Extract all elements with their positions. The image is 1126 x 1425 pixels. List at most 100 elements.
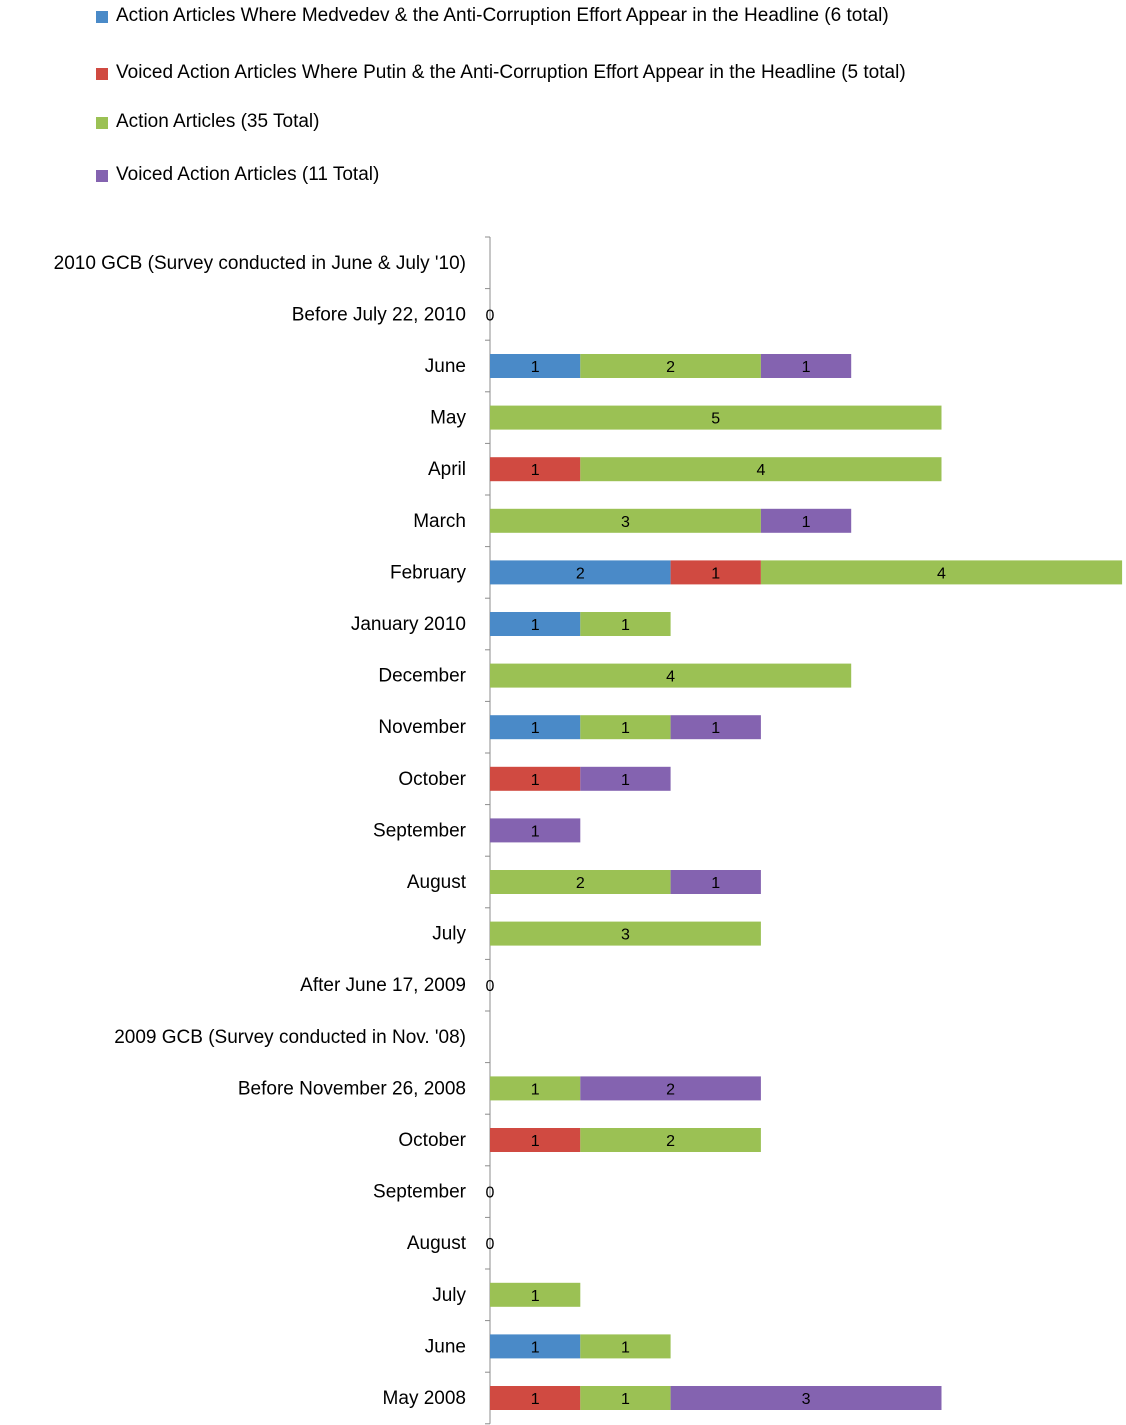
value-label-action-22: 1	[621, 1391, 630, 1408]
bar-action-5	[490, 508, 761, 533]
bar-medvedev-7	[490, 612, 581, 636]
legend-swatch-voiced	[96, 170, 108, 182]
bar-action-17	[580, 1128, 761, 1152]
bar-action-9	[580, 715, 671, 740]
value-label-action-17: 2	[666, 1133, 675, 1150]
value-label-action-2: 2	[666, 359, 675, 376]
category-label-0: 2010 GCB (Survey conducted in June & Jul…	[54, 253, 466, 274]
bar-action-21	[580, 1334, 671, 1359]
bar-voiced-11	[490, 818, 581, 843]
value-label-action-6: 4	[937, 565, 946, 582]
legend-swatch-putin	[96, 68, 108, 80]
category-label-21: June	[425, 1336, 466, 1357]
bar-action-6	[760, 560, 1123, 585]
category-label-6: February	[390, 562, 467, 583]
bar-voiced-22	[670, 1386, 942, 1410]
bar-voiced-9	[670, 715, 761, 740]
value-label-action-20: 1	[531, 1288, 540, 1305]
category-label-8: December	[378, 666, 466, 687]
zero-label-3: 0	[486, 1236, 495, 1253]
value-label-action-5: 3	[621, 514, 630, 531]
value-label-voiced-9: 1	[711, 720, 720, 737]
bar-putin-6	[670, 560, 761, 585]
value-label-putin-4: 1	[531, 462, 540, 479]
legend-label-voiced: Voiced Action Articles (11 Total)	[116, 164, 380, 185]
value-label-putin-6: 1	[711, 565, 720, 582]
category-label-9: November	[378, 717, 466, 738]
bar-medvedev-9	[490, 715, 581, 740]
category-label-12: August	[407, 872, 467, 893]
value-label-putin-22: 1	[531, 1391, 540, 1408]
value-label-action-12: 2	[576, 875, 585, 892]
category-label-7: January 2010	[351, 614, 466, 635]
value-label-voiced-22: 3	[802, 1391, 811, 1408]
bar-action-22	[580, 1386, 671, 1410]
value-label-putin-10: 1	[531, 772, 540, 789]
value-label-medvedev-21: 1	[531, 1339, 540, 1356]
category-label-18: September	[373, 1182, 467, 1203]
category-label-17: October	[398, 1130, 466, 1151]
legend-label-medvedev: Action Articles Where Medvedev & the Ant…	[116, 5, 889, 26]
bar-voiced-10	[580, 766, 671, 791]
legend-swatch-action	[96, 117, 108, 129]
value-label-action-16: 1	[531, 1081, 540, 1098]
value-label-action-3: 5	[711, 411, 720, 428]
value-label-action-8: 4	[666, 669, 675, 686]
value-label-action-13: 3	[621, 927, 630, 944]
category-label-11: September	[373, 820, 467, 841]
bar-action-3	[490, 405, 942, 430]
value-label-action-4: 4	[756, 462, 765, 479]
zero-label-1: 0	[486, 978, 495, 995]
category-label-15: 2009 GCB (Survey conducted in Nov. '08)	[114, 1027, 466, 1048]
category-label-2: June	[425, 356, 466, 377]
bar-action-16	[490, 1076, 581, 1101]
category-label-16: Before November 26, 2008	[238, 1078, 466, 1099]
value-label-medvedev-7: 1	[531, 617, 540, 634]
bar-putin-22	[490, 1386, 581, 1410]
legend-label-action: Action Articles (35 Total)	[116, 111, 320, 132]
legend-swatch-medvedev	[96, 11, 108, 23]
bar-action-2	[580, 354, 761, 378]
category-label-14: After June 17, 2009	[300, 975, 466, 996]
bar-voiced-2	[760, 354, 852, 378]
value-label-medvedev-6: 2	[576, 565, 585, 582]
value-label-action-21: 1	[621, 1339, 630, 1356]
category-label-19: August	[407, 1233, 467, 1254]
bar-voiced-16	[580, 1076, 761, 1101]
bar-action-7	[580, 612, 671, 636]
category-label-20: July	[432, 1285, 466, 1306]
bar-action-20	[490, 1282, 581, 1307]
bar-medvedev-21	[490, 1334, 581, 1359]
value-label-action-9: 1	[621, 720, 630, 737]
bar-action-8	[490, 663, 852, 688]
bar-action-4	[580, 457, 942, 482]
category-label-13: July	[432, 924, 466, 945]
legend-label-putin: Voiced Action Articles Where Putin & the…	[116, 62, 906, 83]
value-label-medvedev-9: 1	[531, 720, 540, 737]
value-label-voiced-5: 1	[802, 514, 811, 531]
bar-action-12	[490, 870, 671, 894]
bar-voiced-12	[670, 870, 761, 894]
value-label-voiced-10: 1	[621, 772, 630, 789]
category-label-4: April	[428, 459, 466, 480]
category-label-10: October	[398, 769, 466, 790]
bar-action-13	[490, 921, 761, 946]
bar-medvedev-2	[490, 354, 581, 378]
value-label-putin-17: 1	[531, 1133, 540, 1150]
value-label-voiced-12: 1	[711, 875, 720, 892]
value-label-voiced-11: 1	[531, 823, 540, 840]
bar-putin-10	[490, 766, 581, 791]
bar-putin-17	[490, 1128, 581, 1152]
value-label-voiced-16: 2	[666, 1081, 675, 1098]
value-label-medvedev-2: 1	[531, 359, 540, 376]
value-label-voiced-2: 1	[802, 359, 811, 376]
bar-voiced-5	[760, 508, 852, 533]
category-label-1: Before July 22, 2010	[292, 304, 466, 325]
bar-medvedev-6	[490, 560, 671, 585]
category-label-22: May 2008	[383, 1388, 466, 1409]
zero-label-2: 0	[486, 1185, 495, 1202]
zero-label-0: 0	[486, 307, 495, 324]
value-label-action-7: 1	[621, 617, 630, 634]
bar-putin-4	[490, 457, 581, 482]
